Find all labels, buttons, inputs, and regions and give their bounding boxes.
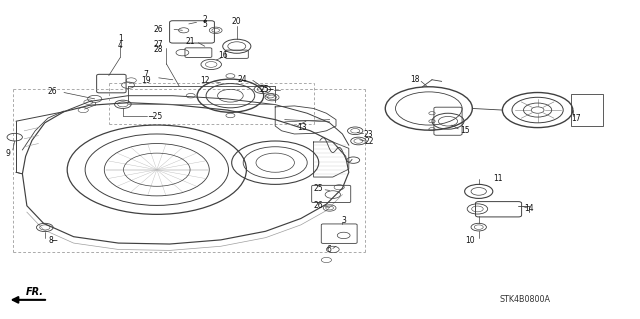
Text: 5: 5: [202, 20, 207, 29]
Text: 16: 16: [218, 51, 228, 60]
Text: 18: 18: [410, 75, 419, 84]
Text: 7: 7: [143, 70, 148, 79]
Text: 9: 9: [5, 149, 10, 158]
Text: 24: 24: [237, 75, 247, 84]
Text: 26: 26: [47, 87, 58, 96]
Text: 28: 28: [154, 45, 163, 54]
Text: 4: 4: [118, 41, 123, 50]
Text: 23: 23: [363, 130, 373, 139]
Text: 12: 12: [200, 76, 209, 85]
Text: 25─: 25─: [260, 85, 274, 94]
Text: 21: 21: [186, 37, 195, 46]
Text: STK4B0800A: STK4B0800A: [499, 295, 550, 304]
Text: 3: 3: [342, 216, 347, 225]
Text: 2: 2: [202, 15, 207, 24]
Text: 1: 1: [118, 34, 123, 43]
Text: 20: 20: [232, 17, 242, 26]
Text: 6: 6: [326, 245, 332, 254]
Text: 17: 17: [571, 114, 581, 123]
Text: 27: 27: [154, 40, 164, 48]
Text: 14: 14: [524, 204, 534, 213]
Text: FR.: FR.: [26, 287, 44, 297]
Text: 8─: 8─: [49, 236, 58, 245]
Text: 13: 13: [297, 123, 307, 132]
Text: 22: 22: [365, 137, 374, 146]
Text: 26: 26: [314, 201, 324, 210]
Text: 25: 25: [314, 184, 324, 193]
Text: 11: 11: [493, 174, 502, 183]
Text: 26: 26: [154, 25, 164, 34]
Text: 15: 15: [460, 126, 470, 135]
Text: 10: 10: [465, 236, 476, 245]
Text: 19: 19: [141, 76, 151, 85]
Text: ─25: ─25: [148, 112, 163, 121]
